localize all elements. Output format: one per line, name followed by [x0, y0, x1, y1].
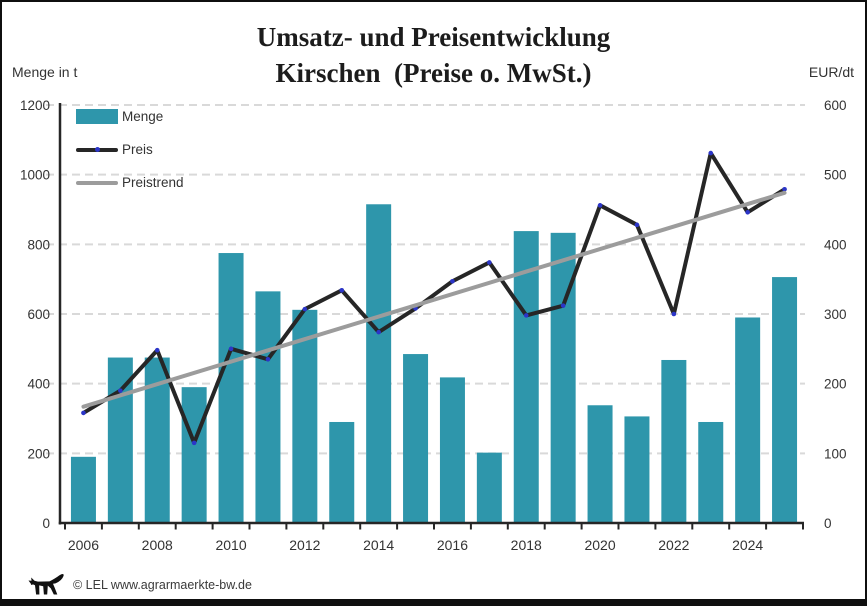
preis-marker-2023	[708, 150, 714, 156]
preistrend-line-swatch	[76, 180, 118, 185]
preis-marker-2022	[671, 311, 677, 317]
bar-2007	[107, 357, 133, 523]
bottom-border-strip	[2, 599, 865, 604]
bar-2014	[366, 204, 392, 523]
bar-2023	[698, 421, 724, 523]
preis-marker-2010	[228, 346, 234, 352]
legend-label-preis: Preis	[122, 142, 153, 157]
preis-marker-dot	[95, 146, 100, 152]
chart-title: Umsatz- und Preisentwicklung Kirschen (P…	[2, 19, 865, 91]
chart-title-line1: Umsatz- und Preisentwicklung	[256, 22, 611, 52]
legend-item-menge: Menge	[76, 100, 184, 133]
bar-2021	[624, 416, 650, 523]
preis-marker-2007	[118, 388, 123, 393]
right-axis-tick-label: 0	[824, 516, 832, 531]
x-axis-year-label: 2012	[289, 537, 320, 553]
right-axis-tick-label: 100	[824, 446, 847, 461]
bar-2010	[218, 253, 244, 523]
bar-2022	[661, 359, 687, 523]
x-axis-year-label: 2008	[142, 537, 173, 553]
preis-marker-2011	[265, 356, 271, 362]
preis-marker-2025	[782, 186, 787, 192]
preis-marker-2019	[560, 303, 566, 308]
legend-label-preistrend: Preistrend	[122, 175, 184, 190]
preis-marker-2020	[597, 203, 603, 208]
right-axis-unit-label: EUR/dt	[808, 64, 854, 80]
left-axis-unit-label: Menge in t	[12, 64, 78, 80]
left-axis-tick-label: 1000	[20, 168, 50, 183]
preis-line-swatch	[76, 146, 118, 152]
left-axis-tick-label: 200	[27, 446, 50, 461]
bar-2011	[255, 291, 281, 523]
footer: © LEL www.agrarmaerkte-bw.de	[28, 573, 252, 597]
right-axis-tick-label: 500	[824, 168, 847, 183]
left-axis-tick-label: 400	[27, 377, 50, 392]
preis-marker-2018	[523, 313, 529, 318]
preis-marker-2014	[376, 329, 381, 335]
preis-line	[81, 151, 787, 445]
bar-2013	[329, 421, 355, 523]
chart-canvas: 0 0 200 100 400 200 600 300 800 400 1000 500 1200 600…	[20, 98, 847, 553]
preis-marker-2006	[81, 410, 86, 416]
preistrend-line	[81, 190, 787, 409]
bar-2017	[476, 452, 502, 523]
preis-marker-2008	[154, 347, 160, 353]
x-axis-year-label: 2020	[584, 537, 615, 553]
legend: Menge Preis Preistrend	[76, 100, 184, 199]
bar-2016	[439, 377, 465, 523]
bw-lion-logo	[28, 573, 64, 595]
legend-item-preis: Preis	[76, 133, 184, 166]
right-axis-tick-label: 600	[824, 98, 847, 113]
x-axis-year-label: 2024	[732, 537, 763, 553]
preis-marker-2021	[634, 222, 640, 228]
preis-marker-2012	[302, 306, 308, 312]
bar-2025	[772, 277, 798, 523]
legend-label-menge: Menge	[122, 109, 164, 124]
right-axis-tick-label: 300	[824, 307, 847, 322]
legend-item-preistrend: Preistrend	[76, 166, 184, 199]
left-axis-tick-label: 800	[27, 237, 50, 252]
preis-marker-2017	[487, 260, 492, 265]
right-axis-tick-label: 400	[824, 237, 847, 252]
bar-2015	[403, 354, 429, 523]
bar-2024	[735, 317, 761, 523]
x-axis-year-label: 2006	[68, 537, 99, 553]
x-axis-year-label: 2018	[511, 537, 542, 553]
bar-2009	[181, 387, 207, 523]
preis-marker-2013	[339, 288, 345, 293]
preis-marker-2024	[745, 209, 750, 215]
bar-2018	[513, 231, 539, 523]
left-axis-tick-label: 600	[27, 307, 50, 322]
footer-copyright: © LEL www.agrarmaerkte-bw.de	[73, 578, 252, 592]
x-axis-year-label: 2016	[437, 537, 468, 553]
left-axis-tick-label: 1200	[20, 98, 50, 113]
left-axis-tick-label: 0	[42, 516, 50, 531]
x-axis-year-label: 2010	[215, 537, 246, 553]
bar-2020	[587, 405, 613, 523]
menge-bar-swatch	[76, 109, 118, 124]
preis-marker-2009	[191, 440, 197, 446]
preis-marker-2016	[450, 278, 455, 284]
right-axis-tick-label: 200	[824, 377, 847, 392]
x-axis-year-label: 2014	[363, 537, 394, 553]
bar-2006	[70, 456, 96, 523]
bar-2012	[292, 309, 318, 523]
x-axis-year-label: 2022	[658, 537, 689, 553]
chart-title-line2: Kirschen (Preise o. MwSt.)	[275, 58, 592, 88]
